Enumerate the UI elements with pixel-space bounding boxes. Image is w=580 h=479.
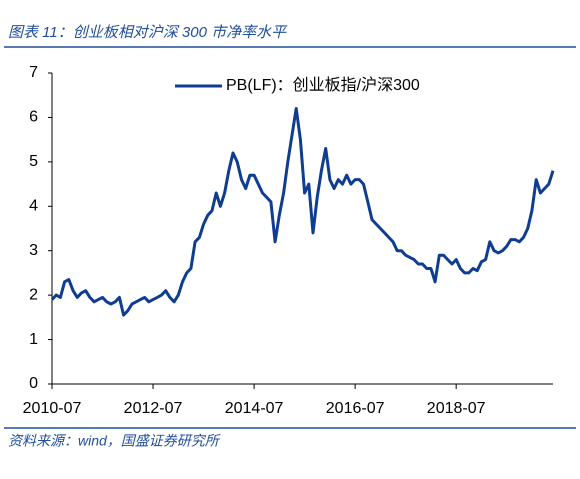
- x-tick-label: 2014-07: [225, 400, 284, 417]
- y-tick-label: 4: [29, 198, 38, 215]
- y-tick-label: 2: [29, 286, 38, 303]
- y-tick-label: 6: [29, 109, 38, 126]
- x-tick-label: 2016-07: [326, 400, 385, 417]
- y-tick-label: 7: [29, 64, 38, 81]
- source-note: 资料来源：wind，国盛证券研究所: [8, 433, 221, 449]
- legend-label: PB(LF)：创业板指/沪深300: [226, 76, 420, 94]
- y-tick-label: 3: [29, 242, 38, 259]
- y-tick-label: 1: [29, 331, 38, 348]
- y-tick-label: 0: [29, 375, 38, 392]
- y-tick-label: 5: [29, 153, 38, 170]
- chart-title: 图表 11：创业板相对沪深 300 市净率水平: [8, 24, 288, 41]
- x-tick-label: 2010-07: [23, 400, 82, 417]
- x-tick-label: 2018-07: [427, 400, 486, 417]
- data-line: [50, 107, 555, 317]
- x-tick-label: 2012-07: [124, 400, 183, 417]
